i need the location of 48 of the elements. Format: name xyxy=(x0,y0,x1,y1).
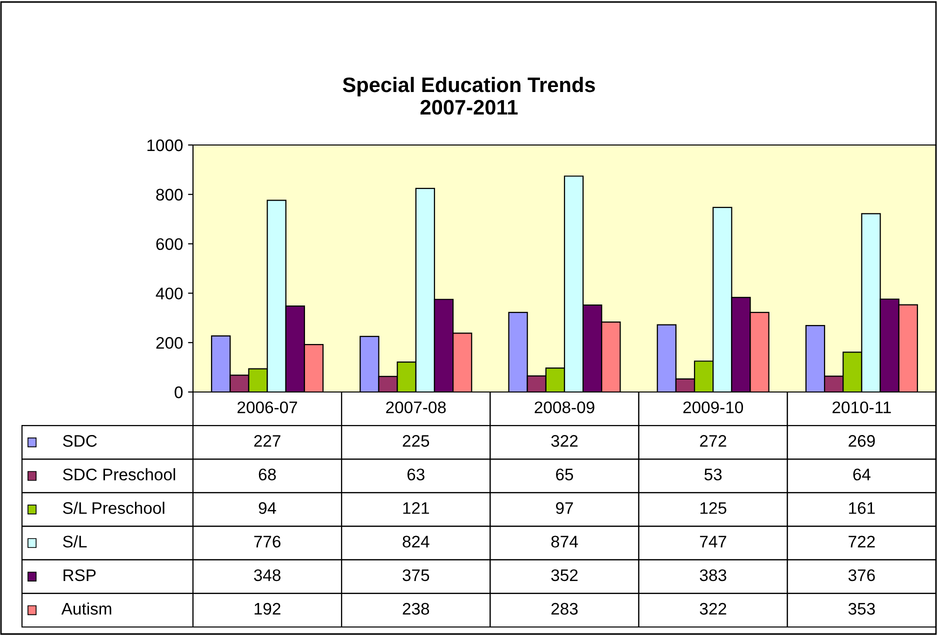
x-tick-label: 2008-09 xyxy=(534,401,594,414)
data-label: 352 xyxy=(551,569,578,582)
x-tick-label: 2006-07 xyxy=(238,401,298,414)
legend-label: RSP xyxy=(64,569,96,582)
y-tick-label: 0 xyxy=(174,386,183,398)
data-label: 97 xyxy=(556,502,573,514)
data-label: 64 xyxy=(853,468,870,480)
data-label: 227 xyxy=(254,435,280,447)
data-label: 383 xyxy=(700,569,726,582)
legend-label: S/L xyxy=(63,535,87,548)
data-label: 94 xyxy=(258,502,276,514)
data-label: 125 xyxy=(700,502,726,514)
legend-label: SDC Preschool xyxy=(63,468,176,480)
data-label: 225 xyxy=(402,435,430,447)
legend-label: S/L Preschool xyxy=(63,502,164,514)
x-tick-label: 2010-11 xyxy=(832,401,891,414)
legend-label: SDC xyxy=(63,435,97,447)
data-label: 747 xyxy=(700,536,726,548)
legend-label: Autism xyxy=(61,602,112,615)
data-label: 776 xyxy=(254,536,280,548)
data-label: 322 xyxy=(700,602,726,615)
data-label: 63 xyxy=(407,468,424,480)
y-tick-label: 1000 xyxy=(147,139,183,152)
data-label: 161 xyxy=(849,502,875,514)
data-label: 824 xyxy=(402,536,430,548)
data-label: 322 xyxy=(551,435,578,447)
y-tick-label: 600 xyxy=(156,238,183,250)
y-tick-label: 800 xyxy=(156,188,183,201)
data-label: 874 xyxy=(551,536,578,548)
chart-title: Special Education Trends 2007-2011 xyxy=(342,76,595,115)
data-label: 53 xyxy=(704,468,722,480)
data-label: 376 xyxy=(848,569,875,582)
data-label: 722 xyxy=(848,536,875,548)
data-label: 269 xyxy=(848,435,875,447)
x-tick-label: 2007-08 xyxy=(386,401,446,414)
data-label: 283 xyxy=(551,602,578,615)
data-label: 68 xyxy=(258,468,276,480)
data-label: 238 xyxy=(402,602,430,615)
data-label: 375 xyxy=(402,569,430,582)
y-tick-label: 400 xyxy=(156,288,183,300)
data-label: 272 xyxy=(700,435,726,447)
y-tick-label: 200 xyxy=(156,337,183,349)
x-tick-label: 2009-10 xyxy=(683,401,744,414)
data-label: 121 xyxy=(403,502,429,514)
data-label: 65 xyxy=(556,468,574,480)
data-label: 353 xyxy=(848,602,875,615)
data-label: 348 xyxy=(254,569,280,582)
data-label: 192 xyxy=(254,602,280,615)
